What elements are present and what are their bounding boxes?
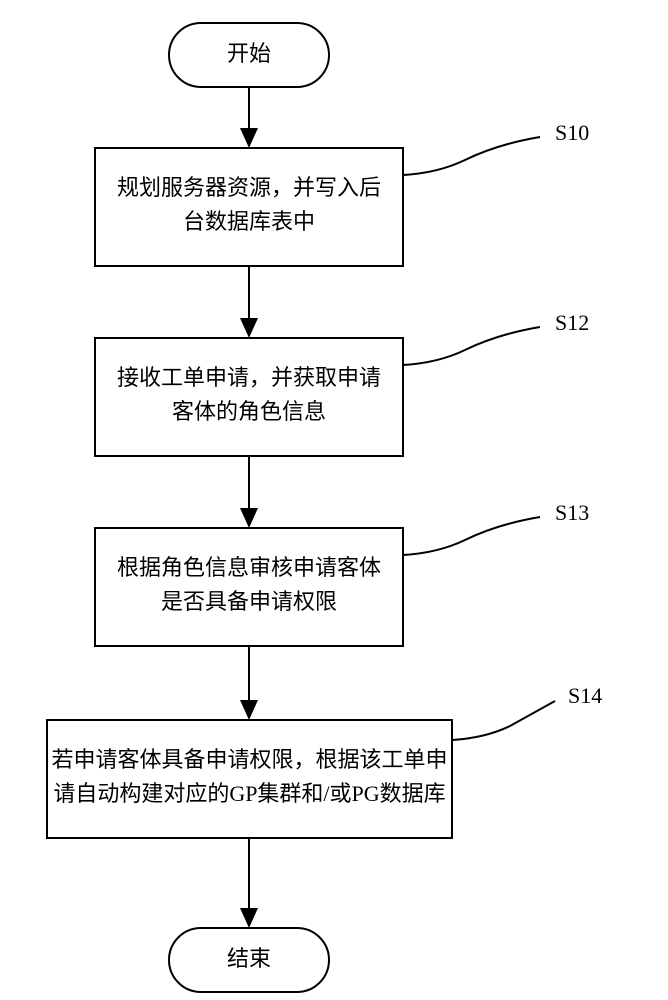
s10-connector xyxy=(403,137,540,175)
s14-connector xyxy=(452,701,555,740)
start-terminal-label: 开始 xyxy=(227,41,271,66)
s12-step-label: S12 xyxy=(555,310,589,335)
s12-text-line-1: 客体的角色信息 xyxy=(172,399,326,424)
s13-connector xyxy=(403,517,540,555)
s13-text-line-0: 根据角色信息审核申请客体 xyxy=(117,555,381,580)
s12-text-line-0: 接收工单申请，并获取申请 xyxy=(117,365,381,390)
s10-text-line-1: 台数据库表中 xyxy=(183,209,315,234)
s13-text-line-1: 是否具备申请权限 xyxy=(161,589,337,614)
s13-step-label: S13 xyxy=(555,500,589,525)
s14-text-line-1: 请自动构建对应的GP集群和/或PG数据库 xyxy=(53,781,445,806)
end-terminal-label: 结束 xyxy=(227,946,271,971)
s14-step-label: S14 xyxy=(568,683,602,708)
s10-text-line-0: 规划服务器资源，并写入后 xyxy=(117,175,381,200)
s10-step-label: S10 xyxy=(555,120,589,145)
s14-text-line-0: 若申请客体具备申请权限，根据该工单申 xyxy=(51,747,447,772)
s12-connector xyxy=(403,327,540,365)
